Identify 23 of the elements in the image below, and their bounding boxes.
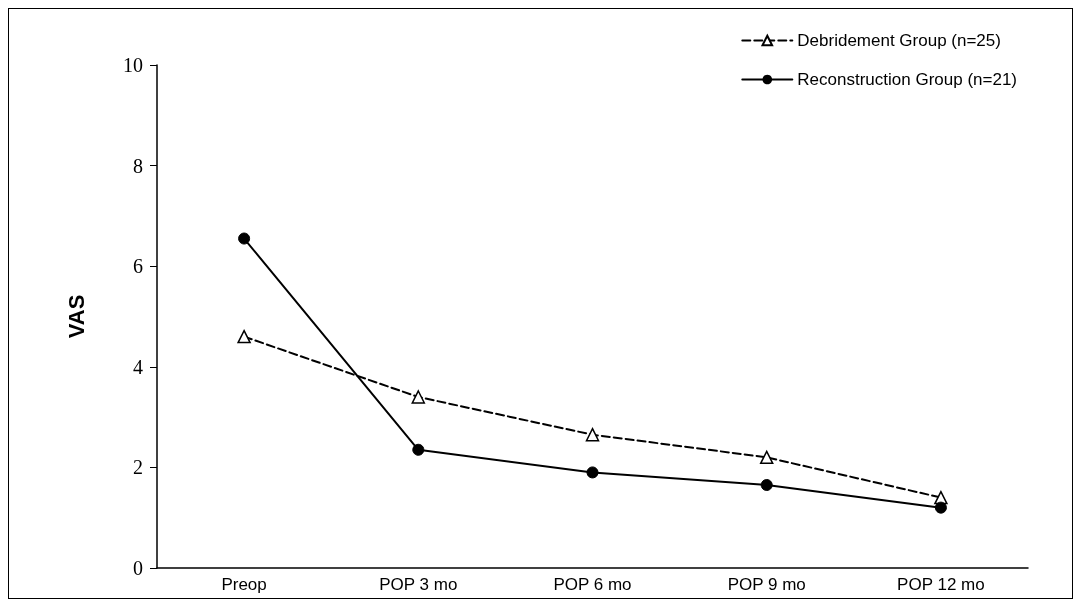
- x-tick-label: POP 9 mo: [727, 575, 806, 594]
- legend-label: Debridement Group (n=25): [797, 31, 1001, 50]
- point: [759, 450, 774, 465]
- y-tick-label: 10: [123, 54, 143, 76]
- point: [238, 232, 251, 245]
- point: [760, 479, 773, 491]
- point: [412, 443, 425, 456]
- y-tick-label: 0: [133, 557, 143, 579]
- x-tick-label: POP 6 mo: [553, 575, 632, 594]
- point: [585, 427, 600, 442]
- x-tick-label: POP 3 mo: [379, 575, 458, 594]
- legend-label: Reconstruction Group (n=21): [797, 70, 1018, 89]
- y-tick-label: 6: [133, 255, 143, 278]
- y-tick-label: 8: [133, 154, 143, 177]
- point: [586, 466, 599, 479]
- x-tick-label: POP 12 mo: [897, 575, 985, 594]
- point: [411, 390, 426, 404]
- point: [237, 329, 251, 344]
- x-tick-label: Preop: [221, 575, 267, 594]
- point: [934, 501, 947, 514]
- y-axis-title: VAS: [63, 294, 89, 339]
- y-tick-label: 2: [133, 456, 143, 479]
- y-tick-label: 4: [133, 355, 143, 378]
